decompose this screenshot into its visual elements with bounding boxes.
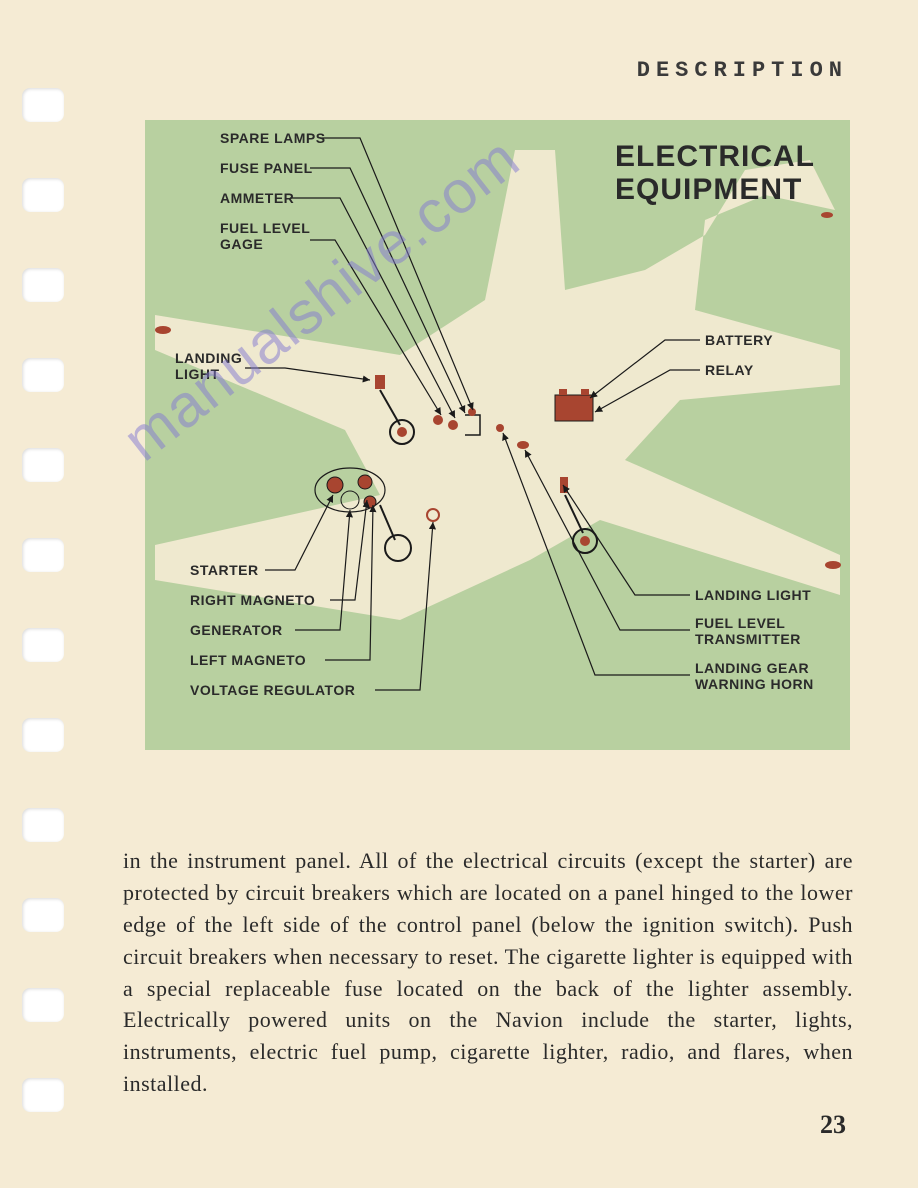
diagram-title-line2: EQUIPMENT (615, 173, 802, 206)
page-number: 23 (820, 1110, 846, 1140)
diagram-electrical-equipment: ELECTRICAL EQUIPMENT SPARE LAMPS FUSE PA… (145, 120, 850, 750)
label-starter: STARTER (190, 562, 259, 578)
label-spare-lamps: SPARE LAMPS (220, 130, 326, 146)
label-fuel-level-gage: FUEL LEVEL GAGE (220, 220, 310, 252)
label-relay: RELAY (705, 362, 754, 378)
page-header: DESCRIPTION (637, 58, 848, 83)
label-fuel-level-transmitter: FUEL LEVEL TRANSMITTER (695, 615, 801, 647)
label-right-magneto: RIGHT MAGNETO (190, 592, 315, 608)
label-generator: GENERATOR (190, 622, 283, 638)
binder-holes (0, 0, 70, 1188)
label-fuse-panel: FUSE PANEL (220, 160, 313, 176)
diagram-title-line1: ELECTRICAL (615, 140, 815, 173)
label-battery: BATTERY (705, 332, 773, 348)
label-landing-light-left: LANDING LIGHT (175, 350, 242, 382)
label-landing-light-right: LANDING LIGHT (695, 587, 811, 603)
label-landing-gear-warning: LANDING GEAR WARNING HORN (695, 660, 814, 692)
label-voltage-regulator: VOLTAGE REGULATOR (190, 682, 355, 698)
body-paragraph: in the instrument panel. All of the elec… (123, 845, 853, 1100)
diagram-title: ELECTRICAL EQUIPMENT (615, 140, 815, 206)
label-left-magneto: LEFT MAGNETO (190, 652, 306, 668)
label-ammeter: AMMETER (220, 190, 294, 206)
